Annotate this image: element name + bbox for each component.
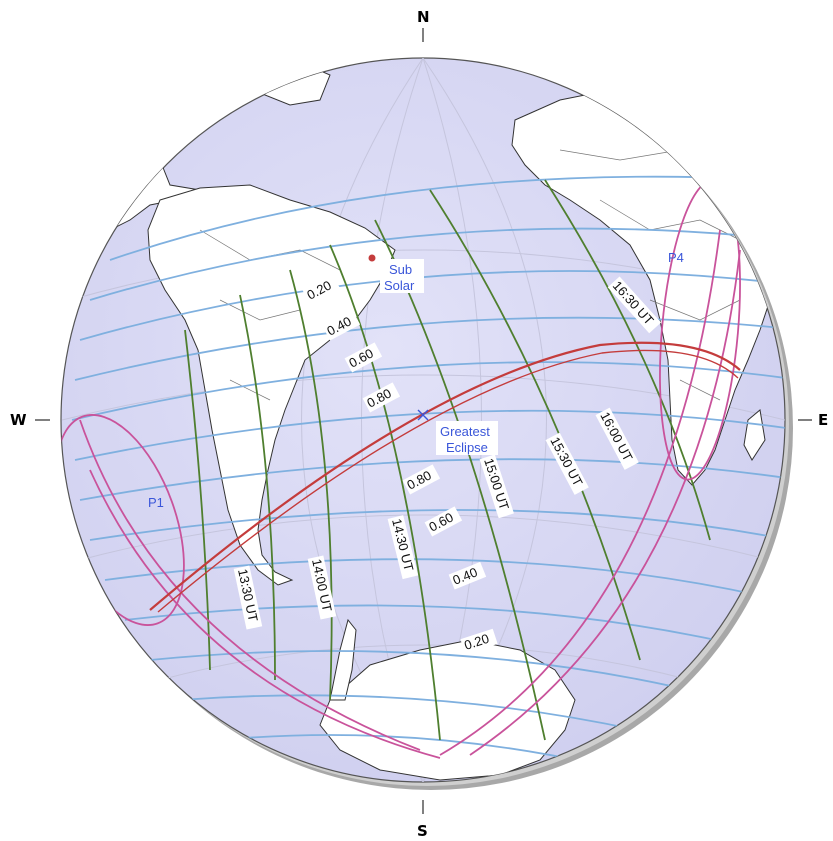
greatest-eclipse-marker: Greatest Eclipse (417, 409, 498, 455)
compass-north: N (417, 8, 430, 26)
greatest-eclipse-label-line1: Greatest (440, 424, 490, 439)
compass-south: S (417, 822, 428, 840)
antarctic-peninsula (329, 618, 357, 701)
sub-solar-label-line2: Solar (384, 278, 415, 293)
antarctica (319, 639, 576, 781)
sub-solar-marker: Sub Solar (368, 254, 424, 293)
greatest-eclipse-label-line2: Eclipse (446, 440, 488, 455)
compass-west: W (10, 411, 27, 429)
compass-ticks (35, 28, 812, 814)
p1-label: P1 (148, 495, 164, 510)
compass-east: E (818, 411, 828, 429)
magnitude-label: 0.20 (462, 631, 491, 653)
sub-solar-label-line1: Sub (389, 262, 412, 277)
central-eclipse-path (149, 341, 741, 613)
p4-label: P4 (668, 250, 684, 265)
